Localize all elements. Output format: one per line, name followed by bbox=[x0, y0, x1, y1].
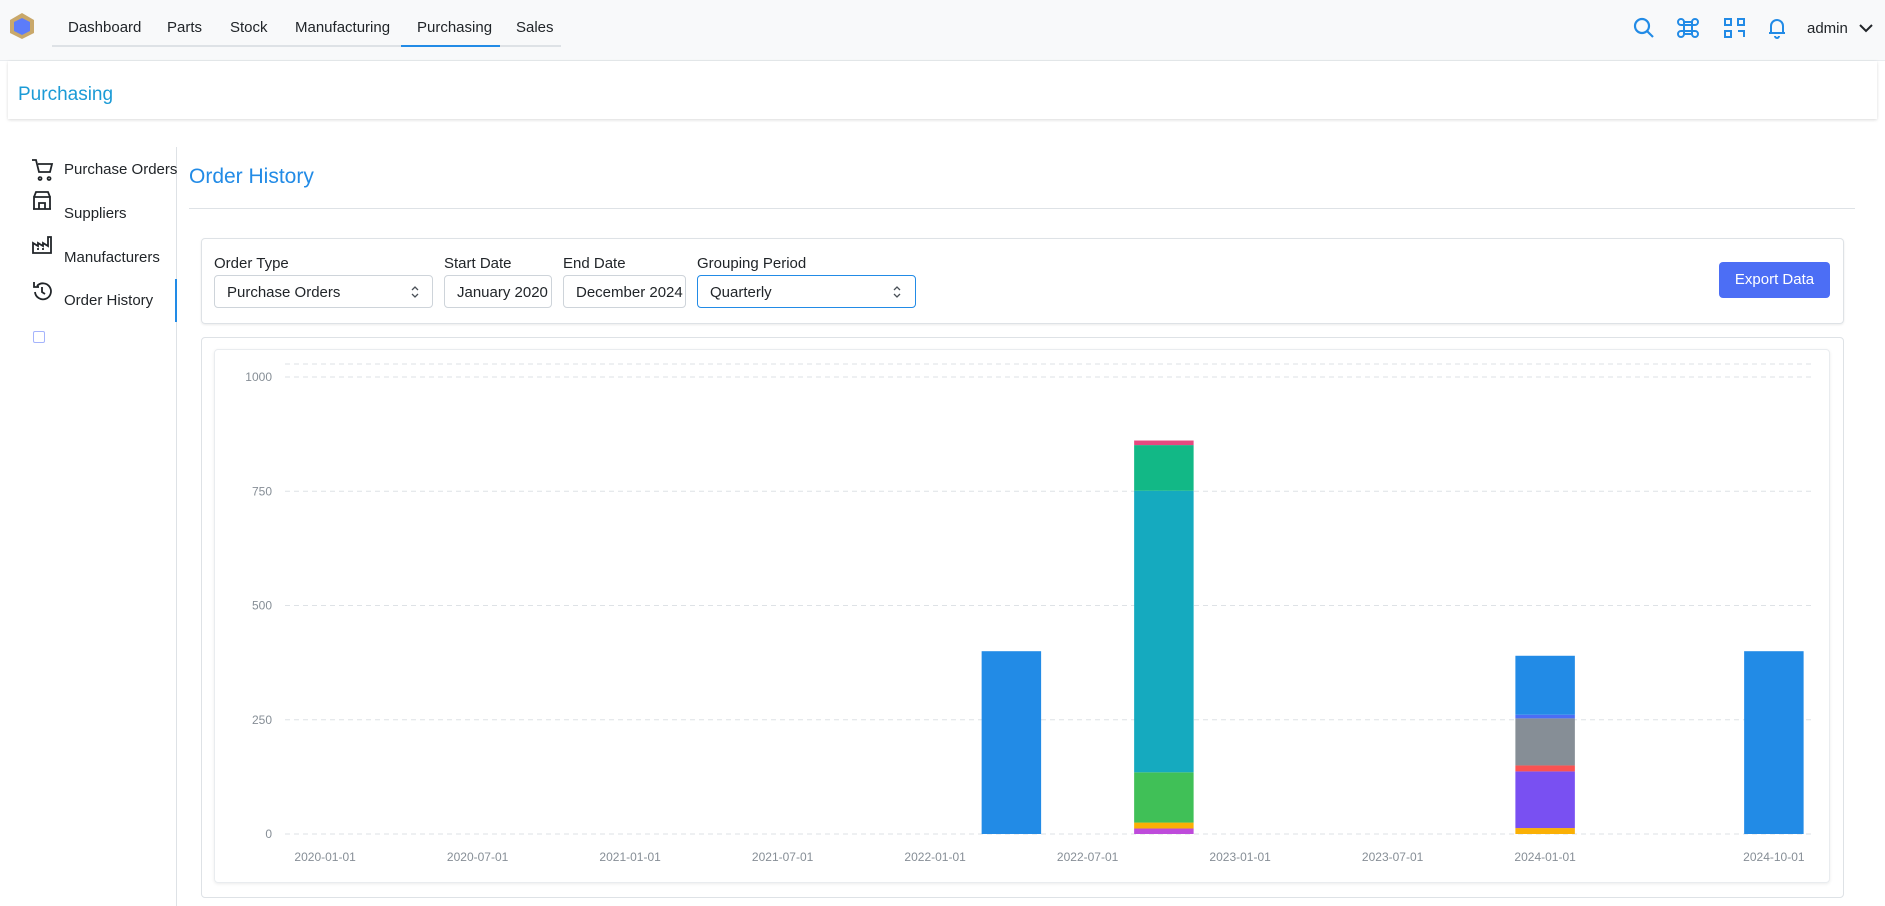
spotlight-icon[interactable] bbox=[1677, 18, 1699, 38]
select-grouping[interactable]: Quarterly bbox=[697, 275, 916, 308]
y-tick-label: 0 bbox=[265, 827, 272, 841]
x-tick-label: 2021-07-01 bbox=[752, 850, 814, 864]
y-tick-label: 1000 bbox=[245, 370, 272, 384]
factory-icon bbox=[32, 236, 52, 254]
bar-segment bbox=[1515, 828, 1575, 834]
search-icon[interactable] bbox=[1633, 17, 1654, 38]
bar-segment bbox=[1134, 822, 1194, 829]
input-start-date[interactable]: January 2020 bbox=[444, 275, 552, 308]
x-tick-label: 2023-07-01 bbox=[1362, 850, 1424, 864]
x-tick-label: 2023-01-01 bbox=[1209, 850, 1271, 864]
x-tick-label: 2024-01-01 bbox=[1514, 850, 1576, 864]
bar-segment bbox=[1515, 765, 1575, 772]
user-name[interactable]: admin bbox=[1807, 20, 1848, 37]
bar-segment bbox=[981, 651, 1042, 834]
x-tick-label: 2022-07-01 bbox=[1057, 850, 1119, 864]
sidebar-divider bbox=[176, 147, 177, 906]
input-value: December 2024 bbox=[576, 284, 683, 301]
input-value: January 2020 bbox=[457, 284, 548, 301]
nav-tab[interactable]: Dashboard bbox=[68, 19, 142, 36]
bar-segment bbox=[1515, 718, 1575, 766]
header-title: Purchasing bbox=[18, 84, 114, 105]
nav-tab[interactable]: Parts bbox=[167, 19, 203, 36]
input-end-date[interactable]: December 2024 bbox=[563, 275, 686, 308]
filter-label: Start Date bbox=[444, 255, 512, 272]
store-icon bbox=[33, 191, 51, 210]
chart-inner bbox=[214, 349, 1830, 883]
top-bar bbox=[0, 0, 1885, 61]
sidebar-item[interactable]: Manufacturers bbox=[64, 249, 160, 266]
nav-tab[interactable]: Purchasing bbox=[417, 19, 493, 36]
bar-segment bbox=[1515, 655, 1575, 715]
x-tick-label: 2021-01-01 bbox=[599, 850, 661, 864]
sidebar-item[interactable]: Suppliers bbox=[64, 205, 127, 222]
nav-tab[interactable]: Sales bbox=[516, 19, 554, 36]
filter-label: End Date bbox=[563, 255, 626, 272]
bar-segment bbox=[1134, 828, 1194, 834]
nav-tab[interactable]: Manufacturing bbox=[295, 19, 391, 36]
bar-segment bbox=[1134, 490, 1194, 773]
bar-segment bbox=[1134, 772, 1194, 823]
logo[interactable] bbox=[9, 12, 35, 40]
select-value: Quarterly bbox=[710, 284, 772, 301]
x-tick-label: 2020-07-01 bbox=[447, 850, 509, 864]
bar-segment bbox=[1134, 445, 1194, 491]
history-icon bbox=[33, 282, 52, 301]
x-tick-label: 2022-01-01 bbox=[904, 850, 966, 864]
select-arrows bbox=[411, 286, 901, 298]
collapse-icon[interactable] bbox=[33, 331, 45, 343]
scan-icon[interactable] bbox=[1724, 18, 1745, 38]
filter-label: Order Type bbox=[214, 255, 289, 272]
header-icons bbox=[1633, 17, 1873, 39]
select-order-type[interactable]: Purchase Orders bbox=[214, 275, 433, 308]
chart-card bbox=[201, 337, 1844, 898]
filter-card bbox=[201, 238, 1844, 324]
user-chevron[interactable] bbox=[1859, 24, 1873, 33]
filter-label: Grouping Period bbox=[697, 255, 807, 272]
y-tick-label: 250 bbox=[252, 713, 272, 727]
sidebar-item[interactable]: Order History bbox=[64, 292, 154, 309]
title-divider bbox=[189, 208, 1855, 209]
header-card bbox=[8, 61, 1877, 119]
page-title: Order History bbox=[189, 165, 314, 188]
tab-line bbox=[52, 45, 561, 47]
bar-segment bbox=[1515, 714, 1575, 719]
sidebar-item[interactable]: Purchase Orders bbox=[64, 161, 178, 178]
tab-active bbox=[401, 45, 500, 47]
nav-tab[interactable]: Stock bbox=[230, 19, 268, 36]
y-tick-label: 750 bbox=[252, 484, 272, 498]
bell-icon[interactable] bbox=[1769, 19, 1785, 39]
bar-segment bbox=[1744, 651, 1804, 834]
cart-icon bbox=[32, 159, 54, 181]
y-tick-label: 500 bbox=[252, 599, 272, 613]
x-tick-label: 2020-01-01 bbox=[294, 850, 356, 864]
select-value: Purchase Orders bbox=[227, 284, 341, 301]
sidebar-icons bbox=[32, 159, 54, 301]
bar-segment bbox=[1134, 440, 1194, 446]
x-tick-label: 2024-10-01 bbox=[1743, 850, 1805, 864]
bar-segment bbox=[1515, 771, 1575, 829]
sidebar-active bbox=[175, 279, 177, 322]
export-button[interactable]: Export Data bbox=[1719, 262, 1830, 298]
